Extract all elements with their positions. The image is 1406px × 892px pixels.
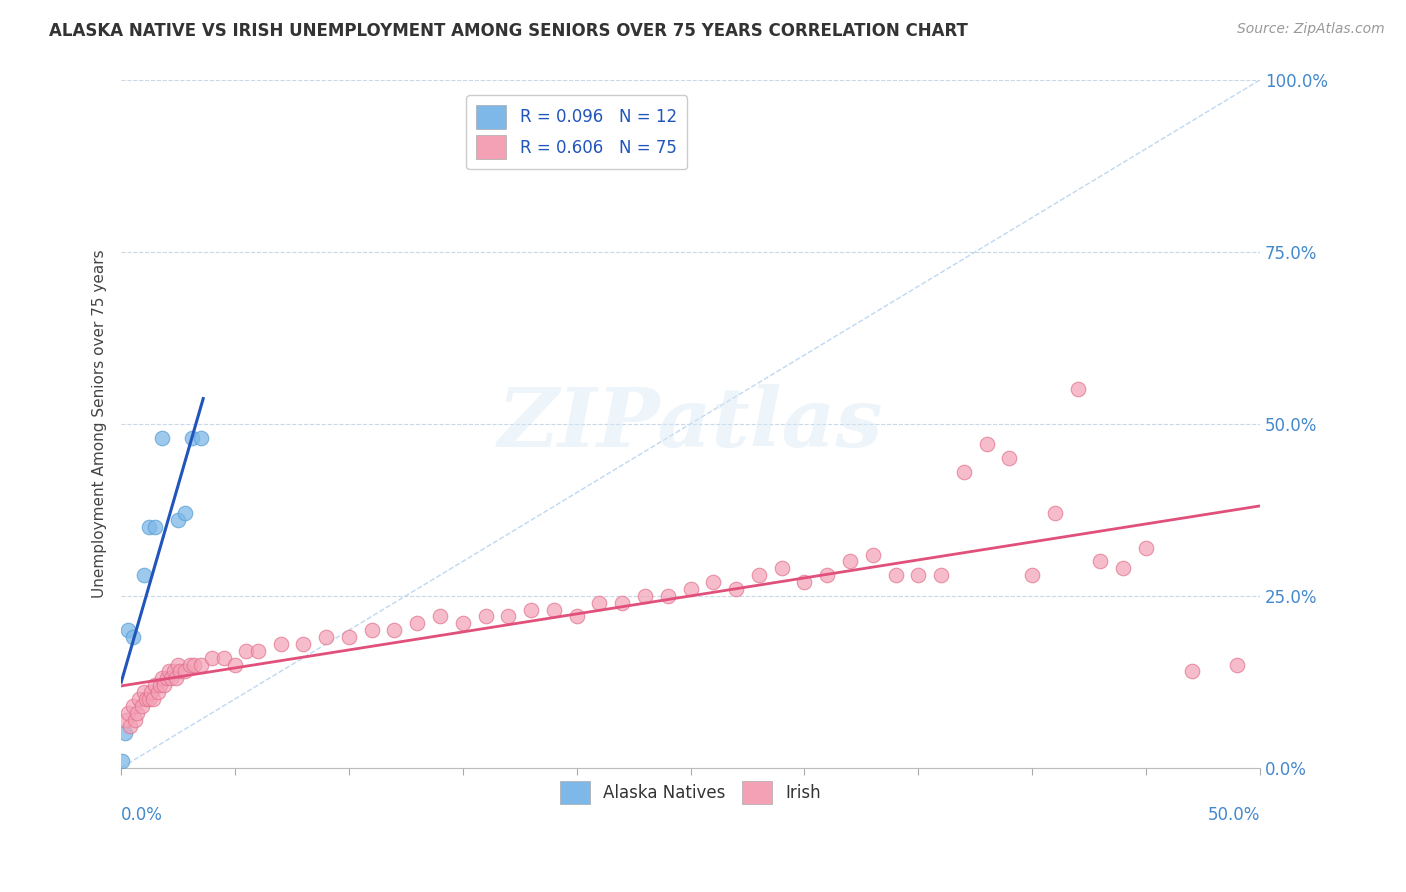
Point (360, 623, 382, 637)
Text: Source: ZipAtlas.com: Source: ZipAtlas.com (1237, 22, 1385, 37)
Point (180, 431, 202, 445)
Point (124, 713, 146, 727)
Point (117, 623, 139, 637)
Point (132, 568, 155, 582)
Point (190, 657, 212, 672)
Point (998, 451, 1021, 466)
Text: 0.0%: 0.0% (121, 805, 163, 823)
Point (565, 609, 588, 624)
Point (157, 665, 180, 679)
Point (114, 713, 136, 727)
Point (179, 657, 201, 672)
Point (145, 520, 167, 534)
Point (135, 692, 157, 706)
Point (1180, 665, 1202, 679)
Point (770, 561, 793, 575)
Point (150, 671, 173, 685)
Point (725, 582, 748, 596)
Point (156, 671, 179, 685)
Point (117, 706, 139, 720)
Point (1226, 657, 1249, 672)
Point (111, 754, 134, 768)
Legend: Alaska Natives, Irish: Alaska Natives, Irish (553, 774, 828, 811)
Point (114, 726, 136, 740)
Point (884, 568, 907, 582)
Point (121, 698, 143, 713)
Point (160, 671, 183, 685)
Point (246, 644, 269, 658)
Point (520, 602, 543, 616)
Point (292, 637, 315, 651)
Point (543, 602, 565, 616)
Point (128, 692, 150, 706)
Point (474, 609, 496, 624)
Point (190, 431, 212, 445)
Point (142, 692, 165, 706)
Point (153, 678, 176, 692)
Point (315, 630, 337, 644)
Point (139, 685, 162, 699)
Point (793, 574, 815, 589)
Point (167, 513, 190, 527)
Point (121, 630, 143, 644)
Point (201, 650, 224, 665)
Point (839, 554, 862, 568)
Point (1043, 506, 1066, 520)
Point (498, 609, 520, 624)
Point (149, 678, 172, 692)
Point (120, 719, 142, 733)
Point (224, 657, 246, 672)
Point (174, 506, 197, 520)
Point (1021, 568, 1043, 582)
Point (146, 685, 169, 699)
Point (150, 431, 173, 445)
Point (270, 637, 292, 651)
Point (679, 582, 702, 596)
Text: ZIPatlas: ZIPatlas (498, 384, 883, 464)
Point (406, 616, 429, 631)
Point (1066, 383, 1088, 397)
Point (634, 589, 657, 603)
Point (588, 596, 610, 610)
Point (1135, 541, 1157, 555)
Text: ALASKA NATIVE VS IRISH UNEMPLOYMENT AMONG SENIORS OVER 75 YEARS CORRELATION CHAR: ALASKA NATIVE VS IRISH UNEMPLOYMENT AMON… (49, 22, 969, 40)
Point (1112, 561, 1135, 575)
Point (138, 520, 160, 534)
Point (169, 665, 191, 679)
Point (174, 665, 197, 679)
Point (127, 706, 149, 720)
Point (145, 678, 167, 692)
Point (165, 671, 187, 685)
Point (929, 568, 952, 582)
Point (138, 692, 160, 706)
Point (612, 596, 634, 610)
Point (384, 623, 406, 637)
Y-axis label: Unemployment Among Seniors over 75 years: Unemployment Among Seniors over 75 years (93, 250, 107, 599)
Point (235, 644, 257, 658)
Point (953, 465, 976, 479)
Point (183, 657, 205, 672)
Text: 50.0%: 50.0% (1208, 805, 1260, 823)
Point (162, 665, 184, 679)
Point (815, 568, 838, 582)
Point (657, 589, 679, 603)
Point (132, 685, 155, 699)
Point (167, 657, 190, 672)
Point (862, 548, 884, 562)
Point (451, 616, 474, 631)
Point (702, 574, 724, 589)
Point (748, 568, 770, 582)
Point (907, 568, 929, 582)
Point (212, 650, 235, 665)
Point (337, 630, 360, 644)
Point (429, 609, 451, 624)
Point (1090, 554, 1112, 568)
Point (976, 437, 998, 451)
Point (131, 698, 153, 713)
